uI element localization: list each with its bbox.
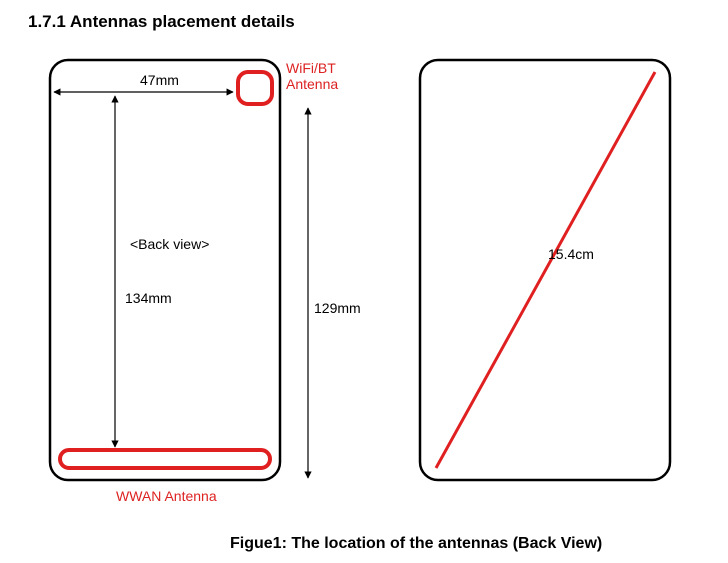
diagram-svg [0,0,728,563]
wwan-antenna-shape [60,450,270,468]
diagonal-label: 15.4cm [548,246,594,262]
width-dim-label: 47mm [140,72,179,88]
outer-height-dim-label: 129mm [314,300,361,316]
wifi-bt-label: WiFi/BT Antenna [286,60,338,92]
left-device-outline [50,60,280,480]
wifi-bt-antenna-shape [238,72,272,104]
wwan-label: WWAN Antenna [116,488,217,504]
back-view-label: <Back view> [130,236,209,252]
section-title: 1.7.1 Antennas placement details [28,12,295,32]
inner-height-dim-label: 134mm [125,290,172,306]
diagonal-line [436,72,655,468]
figure-caption: Figue1: The location of the antennas (Ba… [230,535,602,553]
